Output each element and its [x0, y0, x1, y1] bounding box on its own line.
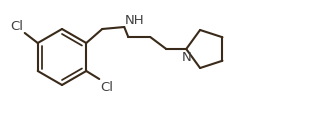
Text: N: N [182, 51, 191, 63]
Text: Cl: Cl [100, 80, 113, 93]
Text: Cl: Cl [10, 20, 23, 33]
Text: NH: NH [125, 14, 145, 27]
